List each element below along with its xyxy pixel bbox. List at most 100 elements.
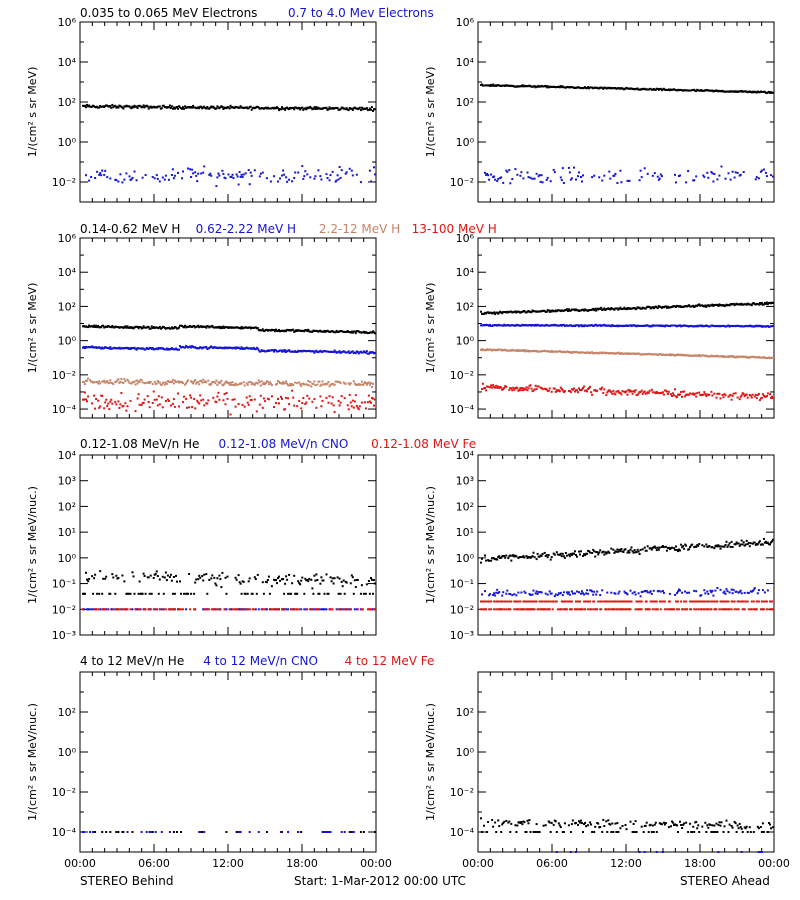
data-point (164, 608, 167, 611)
data-point (339, 592, 342, 595)
data-point (493, 175, 496, 178)
y-axis-label: 1/(cm² s sr MeV) (26, 283, 39, 374)
data-point (575, 554, 577, 556)
data-point (711, 303, 714, 306)
data-point (501, 608, 504, 611)
data-point (606, 591, 609, 594)
data-point (494, 386, 497, 389)
data-point (254, 608, 257, 611)
data-point (498, 825, 501, 828)
data-point (685, 544, 688, 547)
data-point (87, 580, 90, 583)
data-point (532, 831, 535, 833)
data-point (265, 581, 268, 584)
data-point (280, 349, 282, 352)
data-point (686, 591, 689, 594)
data-point (221, 106, 224, 108)
data-point (158, 180, 161, 183)
data-point (183, 326, 185, 329)
data-point (340, 169, 343, 172)
data-point (548, 387, 551, 390)
data-point (270, 349, 273, 352)
data-point (661, 391, 664, 394)
data-point (519, 600, 522, 603)
data-point (267, 575, 270, 578)
data-point (735, 541, 738, 544)
data-point (355, 404, 358, 407)
data-point (597, 822, 600, 825)
data-point (109, 105, 112, 107)
data-point (194, 581, 197, 584)
data-point (237, 574, 240, 577)
data-point (161, 176, 164, 179)
data-point (300, 107, 303, 110)
data-point (720, 165, 723, 168)
data-point (488, 559, 491, 562)
data-point (356, 351, 359, 353)
data-point (727, 324, 730, 327)
data-point (731, 592, 734, 595)
data-point (158, 578, 161, 581)
data-point (96, 380, 99, 383)
data-point (668, 353, 671, 356)
data-point (484, 324, 486, 327)
data-point (561, 350, 564, 353)
data-point (365, 583, 368, 586)
data-point (601, 324, 604, 327)
data-point (117, 831, 120, 833)
data-point (93, 394, 96, 397)
data-point (668, 600, 671, 603)
data-point (293, 404, 296, 407)
data-point (726, 545, 729, 548)
data-point (131, 571, 134, 574)
data-point (216, 577, 219, 580)
data-point (148, 382, 151, 384)
data-point (335, 179, 338, 182)
data-point (368, 169, 371, 172)
data-point (691, 543, 694, 546)
data-point (88, 179, 91, 182)
data-point (762, 608, 765, 611)
data-point (285, 330, 288, 333)
data-point (513, 85, 516, 88)
data-point (628, 551, 631, 554)
data-point (339, 176, 342, 179)
data-point (313, 574, 316, 577)
data-point (285, 380, 288, 383)
data-point (286, 180, 289, 183)
data-point (496, 588, 499, 591)
data-point (221, 169, 224, 172)
data-point (508, 388, 511, 391)
data-point (146, 395, 149, 398)
data-point (86, 325, 88, 328)
data-point (680, 600, 683, 603)
data-point (130, 178, 133, 181)
data-point (552, 323, 555, 326)
data-point (596, 551, 599, 554)
data-point (278, 402, 280, 405)
data-point (639, 595, 642, 598)
data-point (713, 173, 716, 175)
data-point (360, 380, 363, 383)
data-point (629, 608, 632, 611)
data-point (100, 347, 103, 350)
data-point (236, 175, 239, 178)
data-point (106, 176, 109, 179)
data-point (592, 608, 595, 611)
data-point (287, 397, 290, 400)
data-point (315, 106, 318, 109)
data-point (613, 308, 616, 311)
data-point (293, 176, 296, 179)
data-point (139, 105, 142, 108)
data-point (589, 600, 592, 603)
data-point (192, 382, 195, 385)
data-point (99, 405, 102, 408)
y-tick-label: 10⁰ (58, 746, 77, 759)
data-point (608, 551, 611, 554)
data-point (618, 590, 621, 593)
data-point (639, 88, 642, 91)
data-point (238, 171, 241, 173)
data-point (86, 608, 88, 611)
series-black (480, 83, 774, 94)
